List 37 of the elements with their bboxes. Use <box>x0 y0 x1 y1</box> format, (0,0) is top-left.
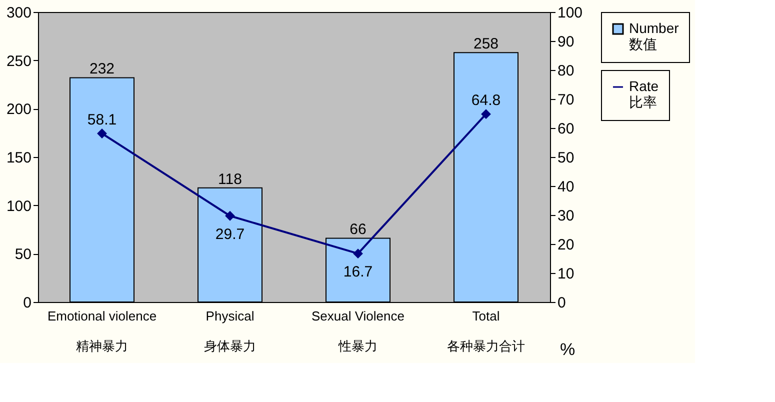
legend-label: Number 数值 <box>629 20 680 52</box>
data-label: 29.7 <box>215 226 245 243</box>
y2-tick-label: 40 <box>558 178 574 196</box>
y2-tick-label: 0 <box>558 294 566 312</box>
x-tick-label: Total 各种暴力合计 <box>447 308 525 354</box>
y-tick-label: 300 <box>6 4 32 22</box>
y2-tick-label: 60 <box>558 120 574 138</box>
y2-tick-label: 20 <box>558 236 574 254</box>
data-label: 232 <box>89 60 115 78</box>
point <box>481 110 491 119</box>
point <box>353 249 363 258</box>
data-label: 16.7 <box>343 264 373 281</box>
y-tick-label: 100 <box>6 198 32 215</box>
data-label: 66 <box>350 221 366 238</box>
legend-label: Rate 比率 <box>629 78 659 110</box>
y2-tick-label: 70 <box>558 92 574 108</box>
x-tick-label: Physical 身体暴力 <box>204 308 256 354</box>
y2-tick-label: 50 <box>558 150 574 166</box>
y-tick-label: 0 <box>23 294 32 312</box>
y-tick-label: 250 <box>6 52 32 70</box>
point <box>225 211 235 220</box>
point <box>97 128 107 138</box>
y2-tick-label: 10 <box>558 266 574 282</box>
data-label: 118 <box>218 170 242 188</box>
y2-tick-label: 80 <box>558 62 574 80</box>
x-tick-label: Sexual Violence 性暴力 <box>312 308 404 354</box>
data-label: 64.8 <box>471 92 501 110</box>
y-tick-label: 50 <box>14 246 32 264</box>
y2-tick-label: 100 <box>558 4 583 22</box>
x-tick-label: Emotional violence 精神暴力 <box>47 308 157 354</box>
data-label: 58.1 <box>87 112 117 129</box>
text: % <box>560 340 576 359</box>
y2-tick-label: 30 <box>558 208 574 224</box>
y-tick-label: 200 <box>6 101 32 118</box>
y-tick-label: 150 <box>6 150 32 166</box>
data-label: 258 <box>473 36 499 53</box>
y2-tick-label: 90 <box>558 34 574 50</box>
